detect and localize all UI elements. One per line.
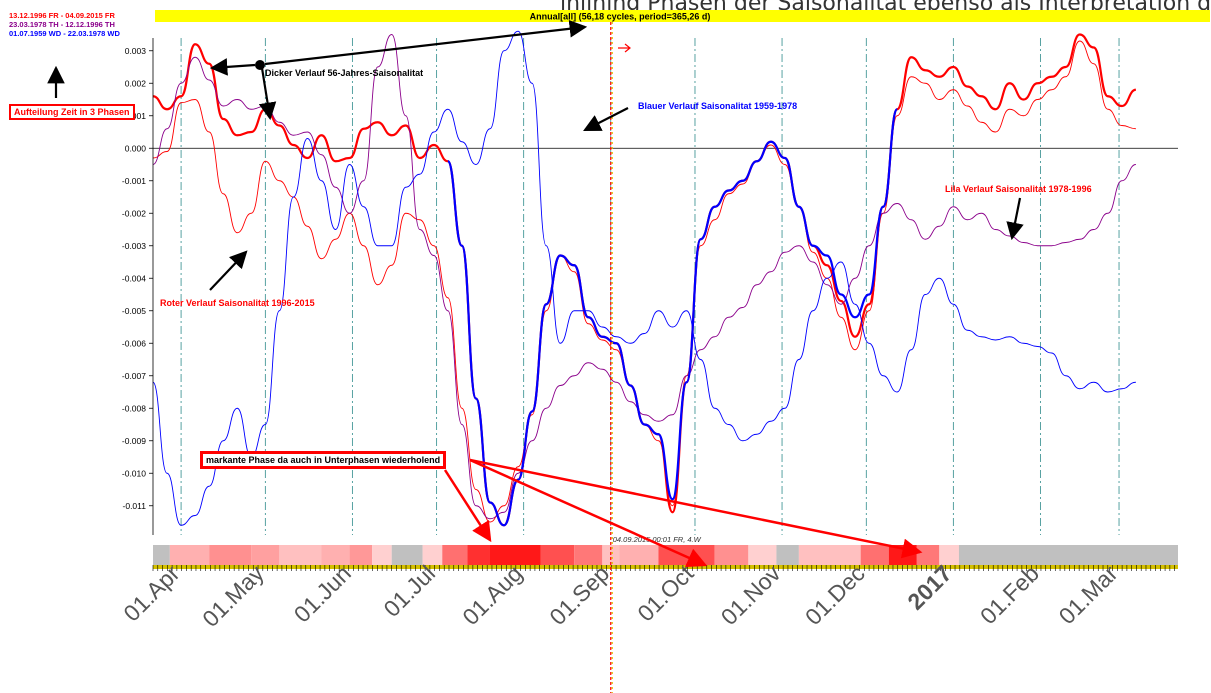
x-tick-label: 01.Feb — [975, 560, 1044, 629]
x-tick-label: 01.May — [197, 560, 269, 632]
heat-segment-16 — [619, 545, 659, 565]
y-tick-label: -0.011 — [123, 501, 147, 511]
series-line-2 — [152, 34, 1136, 520]
heat-segment-20 — [776, 545, 799, 565]
heat-segment-13 — [540, 545, 575, 565]
x-tick-label: 01.Sep — [544, 560, 614, 630]
arrow-red — [209, 250, 248, 291]
annotation-thick: Dicker Verlauf 56-Jahres-Saisonalitat — [265, 68, 424, 78]
arrow-phase-3 — [469, 458, 923, 559]
heat-segment-12 — [489, 545, 541, 565]
arrow-phase-1 — [443, 469, 492, 543]
annotation-phasen: Aufteilung Zeit in 3 Phasen — [9, 104, 135, 120]
heat-segment-7 — [372, 545, 392, 565]
x-tick-label: 01.Oct — [632, 560, 699, 627]
x-tick-label: 01.Mar — [1054, 560, 1123, 629]
y-tick-label: 0.000 — [125, 143, 147, 153]
heat-segment-8 — [391, 545, 423, 565]
x-tick-label: 01.Jun — [289, 560, 356, 627]
heat-segment-11 — [467, 545, 490, 565]
tick-ruler — [153, 565, 1178, 569]
heat-segment-25 — [939, 545, 959, 565]
heat-segment-3 — [251, 545, 280, 565]
series-line-4 — [446, 108, 899, 527]
arrow-phase-2 — [469, 458, 708, 567]
chart-title: Annual[all] (56,18 cycles, period=365,26… — [530, 12, 711, 22]
annotation-red: Roter Verlauf Saisonalitat 1996-2015 — [160, 298, 315, 308]
heat-segment-22 — [860, 545, 889, 565]
x-tick-label: 01.Apr — [118, 560, 185, 627]
arrow-thick-3 — [264, 20, 588, 66]
y-tick-label: -0.009 — [122, 436, 146, 446]
series-line-1 — [152, 40, 1136, 523]
series-line-3 — [152, 30, 1136, 526]
heat-segment-6 — [349, 545, 373, 565]
annotation-phase: markante Phase da auch in Unterphasen wi… — [200, 451, 447, 469]
current-date-label: 04.09.2015 00:01 FR, 4.W — [613, 535, 702, 544]
heat-segment-5 — [321, 545, 350, 565]
arrow-blue — [583, 107, 629, 132]
y-tick-label: -0.008 — [122, 403, 146, 413]
heat-segment-0 — [153, 545, 170, 565]
legend: 13.12.1996 FR - 04.09.2015 FR 23.03.1978… — [9, 11, 120, 38]
y-tick-label: -0.006 — [122, 338, 146, 348]
y-tick-label: -0.007 — [122, 371, 146, 381]
annotation-lila: Lila Verlauf Saisonalitat 1978-1996 — [945, 184, 1092, 194]
heat-segment-18 — [714, 545, 749, 565]
heat-segment-24 — [916, 545, 940, 565]
heat-segment-4 — [279, 545, 322, 565]
y-tick-label: -0.005 — [122, 306, 146, 316]
y-tick-label: -0.001 — [122, 176, 146, 186]
x-tick-label: 01.Nov — [716, 560, 786, 630]
title-band — [155, 10, 1210, 22]
x-tick-label: 01.Jul — [378, 560, 440, 622]
heat-segment-14 — [574, 545, 603, 565]
y-tick-label: 0.003 — [125, 46, 147, 56]
x-tick-label: 01.Dec — [800, 560, 870, 630]
y-tick-label: -0.003 — [122, 241, 146, 251]
heat-segment-2 — [209, 545, 252, 565]
heat-segment-1 — [169, 545, 210, 565]
heat-segment-26 — [958, 545, 1178, 565]
arrow-thick-2 — [258, 67, 277, 121]
y-tick-label: 0.001 — [125, 111, 147, 121]
heat-segment-21 — [798, 545, 861, 565]
y-tick-label: -0.004 — [122, 273, 146, 283]
legend-item-red: 13.12.1996 FR - 04.09.2015 FR — [9, 11, 115, 20]
heat-segment-10 — [442, 545, 468, 565]
y-tick-label: -0.010 — [122, 468, 146, 478]
heat-segment-9 — [422, 545, 443, 565]
y-tick-label: -0.002 — [122, 208, 146, 218]
legend-item-purple: 23.03.1978 TH - 12.12.1996 TH — [9, 20, 115, 29]
arrow-thick-1 — [209, 58, 256, 76]
arrow-lila — [1006, 197, 1024, 241]
legend-item-blue: 01.07.1959 WD - 22.03.1978 WD — [9, 29, 120, 38]
annotation-blue: Blauer Verlauf Saisonalitat 1959-1978 — [638, 101, 798, 111]
y-tick-label: 0.002 — [125, 78, 147, 88]
heat-segment-19 — [748, 545, 777, 565]
